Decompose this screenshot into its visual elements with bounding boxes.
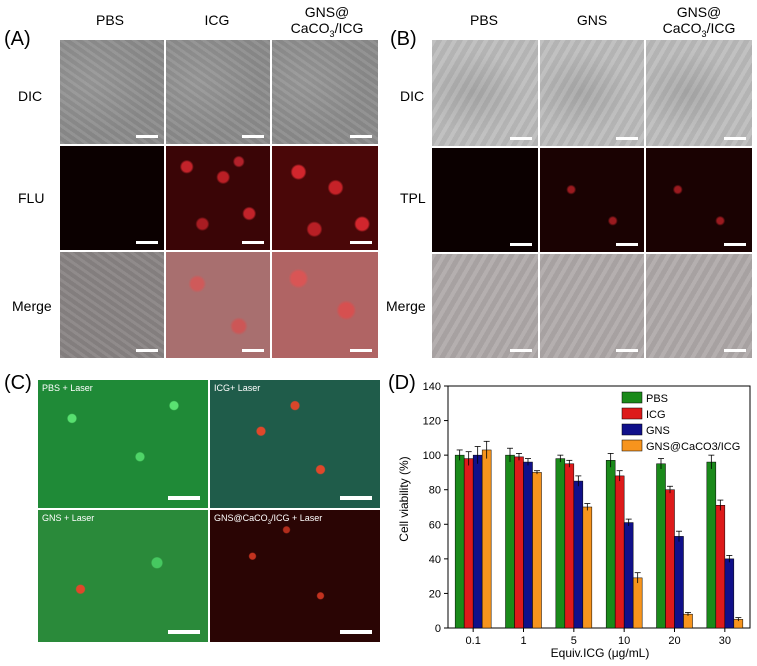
x-tick-label: 0.1 bbox=[466, 635, 481, 646]
panel-b-merge-gnscaco3-image bbox=[646, 254, 752, 358]
panel-a-row-dic: DIC bbox=[18, 88, 43, 104]
x-tick-label: 5 bbox=[571, 635, 577, 646]
panel-a-label: (A) bbox=[4, 28, 31, 50]
y-tick-label: 0 bbox=[435, 623, 441, 635]
bar-pbs-20 bbox=[656, 463, 666, 629]
bar-gns-caco3-icg-0.1 bbox=[481, 449, 492, 629]
y-tick-label: 20 bbox=[429, 588, 441, 600]
bar-gns-20 bbox=[674, 536, 684, 629]
legend-swatch bbox=[621, 391, 643, 404]
panel-b-dic-gns-image bbox=[540, 40, 644, 146]
panel-c-gnscaco3-laser-image: GNS@CaCO3/ICG + Laser bbox=[210, 510, 380, 642]
panel-a-row-merge: Merge bbox=[12, 298, 52, 314]
panel-b-row-dic: DIC bbox=[400, 88, 425, 104]
panel-b-label: (B) bbox=[390, 28, 417, 50]
bar-gns-caco3-icg-20 bbox=[683, 613, 693, 629]
bar-gns-0.1 bbox=[472, 454, 483, 629]
bar-icg-20 bbox=[665, 489, 675, 629]
bar-gns-30 bbox=[724, 558, 735, 629]
panel-a-merge-gns-image bbox=[272, 252, 378, 358]
panel-a-dic-pbs-image bbox=[60, 40, 164, 144]
panel-b-dic-gnscaco3-image bbox=[646, 40, 752, 146]
panel-a-flu-pbs-image bbox=[60, 146, 164, 250]
legend-label: GNS@CaCO3/ICG bbox=[646, 441, 740, 453]
y-tick-label: 40 bbox=[429, 554, 441, 566]
legend-swatch bbox=[621, 423, 643, 436]
panel-b-col-pbs: PBS bbox=[469, 12, 498, 28]
panel-c-icg-laser-image: ICG+ Laser bbox=[210, 380, 380, 508]
panel-a-merge-pbs-image bbox=[60, 252, 164, 358]
cell-viability-chart: 0 20 40 60 80 100 120 140 0.1 1 5 10 20 30 PBS ICG GNS GN… bbox=[423, 381, 751, 646]
panel-b-col-gns: GNS bbox=[576, 12, 608, 28]
legend-label: GNS bbox=[646, 425, 670, 437]
y-tick-label: 120 bbox=[423, 416, 441, 428]
legend-swatch bbox=[621, 439, 643, 452]
bar-pbs-5 bbox=[555, 458, 566, 629]
panel-c-gnscaco3-laser-label: GNS@CaCO3/ICG + Laser bbox=[214, 513, 323, 526]
panel-c-pbs-laser-label: PBS + Laser bbox=[42, 383, 93, 393]
bar-pbs-30 bbox=[706, 461, 717, 629]
panel-a-col-pbs: PBS bbox=[95, 12, 124, 28]
panel-a-merge-icg-image bbox=[166, 252, 270, 358]
y-tick-label: 80 bbox=[429, 485, 441, 497]
legend-label: PBS bbox=[646, 393, 668, 405]
x-tick-label: 20 bbox=[668, 635, 680, 646]
x-axis-label: Equiv.ICG (μg/mL) bbox=[550, 646, 650, 660]
panel-b-row-tpl: TPL bbox=[400, 190, 426, 206]
panel-b-merge-gns-image bbox=[540, 254, 644, 358]
y-tick-label: 60 bbox=[429, 519, 441, 531]
bar-icg-1 bbox=[514, 456, 524, 629]
bar-gns-caco3-icg-10 bbox=[632, 577, 643, 629]
panel-b-merge-pbs-image bbox=[432, 254, 538, 358]
bar-gns-10 bbox=[623, 522, 634, 629]
panel-c-pbs-laser-image: PBS + Laser bbox=[38, 380, 208, 508]
bar-pbs-10 bbox=[605, 460, 616, 629]
x-tick-label: 10 bbox=[618, 635, 630, 646]
plot-frame bbox=[447, 385, 751, 629]
bar-pbs-1 bbox=[505, 454, 515, 629]
panel-c-gns-laser-image: GNS + Laser bbox=[38, 510, 208, 642]
panel-b-row-merge: Merge bbox=[386, 298, 426, 314]
panel-a-col-gns: GNS@ CaCO3/ICG bbox=[290, 4, 364, 39]
panel-a-flu-gns-image bbox=[272, 146, 378, 250]
bar-gns-5 bbox=[573, 480, 584, 629]
panel-b-tpl-gnscaco3-image bbox=[646, 148, 752, 252]
panel-c-gns-laser-label: GNS + Laser bbox=[42, 513, 95, 523]
bar-icg-30 bbox=[715, 505, 726, 629]
bar-icg-0.1 bbox=[463, 458, 474, 629]
bar-gns-caco3-icg-5 bbox=[582, 506, 593, 629]
bar-icg-5 bbox=[564, 463, 575, 629]
panel-c-icg-laser-label: ICG+ Laser bbox=[214, 383, 261, 393]
legend-swatch bbox=[621, 407, 643, 420]
x-tick-label: 30 bbox=[719, 635, 731, 646]
y-tick-label: 100 bbox=[423, 450, 441, 462]
panel-a-flu-icg-image bbox=[166, 146, 270, 250]
bar-pbs-0.1 bbox=[454, 454, 465, 629]
panel-a-col-icg: ICG bbox=[204, 12, 230, 28]
panel-a-dic-gns-image bbox=[272, 40, 378, 144]
bar-gns-1 bbox=[523, 461, 533, 629]
panel-d-label: (D) bbox=[388, 372, 416, 394]
x-tick-label: 1 bbox=[520, 635, 526, 646]
panel-b-col-gnscaco3: GNS@ CaCO3/ICG bbox=[662, 4, 736, 39]
panel-b-tpl-pbs-image bbox=[432, 148, 538, 252]
panel-b-tpl-gns-image bbox=[540, 148, 644, 252]
bar-icg-10 bbox=[614, 475, 625, 629]
panel-a-dic-icg-image bbox=[166, 40, 270, 144]
bar-gns-caco3-icg-1 bbox=[532, 472, 542, 629]
panel-b-dic-pbs-image bbox=[432, 40, 538, 146]
y-tick-label: 140 bbox=[423, 381, 441, 393]
panel-c-label: (C) bbox=[4, 372, 32, 394]
panel-a-row-flu: FLU bbox=[18, 190, 45, 206]
legend-label: ICG bbox=[646, 409, 666, 421]
